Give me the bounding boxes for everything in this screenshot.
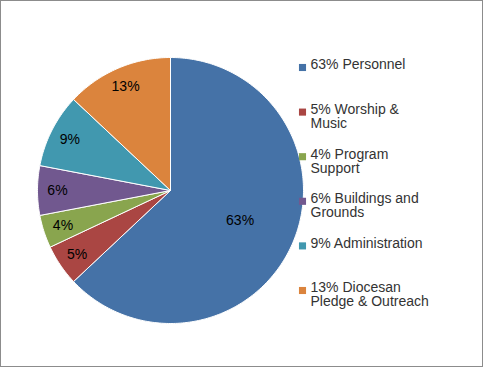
svg-text:13%: 13% [112, 78, 140, 94]
svg-text:5% Worship &Music: 5% Worship &Music [311, 101, 400, 131]
svg-text:63% Personnel: 63% Personnel [311, 56, 406, 72]
svg-text:63%: 63% [226, 212, 254, 228]
svg-text:9%: 9% [60, 131, 80, 147]
svg-text:4% ProgramSupport: 4% ProgramSupport [311, 146, 389, 176]
svg-text:6%: 6% [47, 182, 67, 198]
svg-text:9% Administration: 9% Administration [311, 235, 423, 251]
svg-text:4%: 4% [53, 217, 73, 233]
svg-text:13% DiocesanPledge & Outreach: 13% DiocesanPledge & Outreach [311, 279, 429, 309]
svg-text:5%: 5% [67, 246, 87, 262]
svg-text:6% Buildings andGrounds: 6% Buildings andGrounds [311, 190, 419, 220]
